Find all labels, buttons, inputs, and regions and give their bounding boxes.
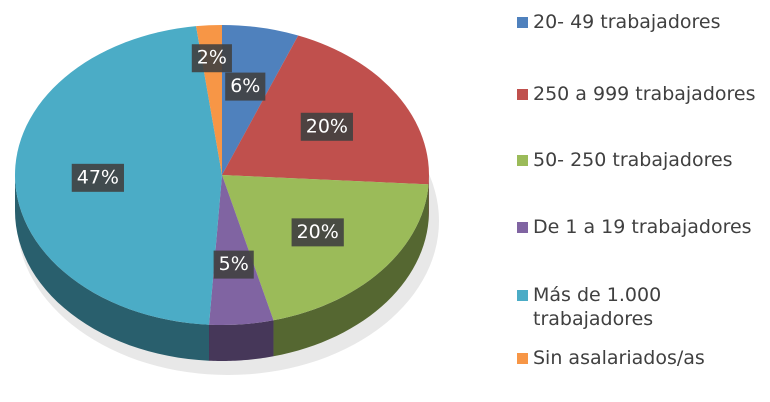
- legend-label: 20- 49 trabajadores: [533, 11, 721, 33]
- slice-side: [15, 175, 210, 361]
- pie-slice: [222, 35, 429, 185]
- data-label: 5%: [219, 253, 249, 275]
- legend-item: 250 a 999 trabajadores: [517, 82, 756, 106]
- data-label-box: [71, 163, 124, 192]
- data-label: 20%: [297, 221, 339, 243]
- legend-swatch: [517, 222, 528, 233]
- data-label: 47%: [77, 166, 119, 188]
- data-label-box: [225, 72, 266, 101]
- legend-swatch: [517, 353, 528, 364]
- legend-label: 250 a 999 trabajadores: [533, 83, 756, 105]
- legend-item: 50- 250 trabajadores: [517, 148, 733, 172]
- pie-slice: [209, 175, 274, 325]
- legend-swatch: [517, 17, 528, 28]
- data-label-box: [213, 250, 254, 279]
- legend-swatch: [517, 155, 528, 166]
- slice-side: [209, 320, 274, 361]
- slice-side: [273, 184, 429, 357]
- data-label-box: [300, 112, 353, 141]
- legend-swatch: [517, 89, 528, 100]
- legend-label: 50- 250 trabajadores: [533, 149, 733, 171]
- pie-slice: [222, 175, 429, 321]
- legend-item: De 1 a 19 trabajadores: [517, 215, 752, 239]
- data-label-box: [291, 218, 344, 247]
- data-label: 6%: [230, 75, 260, 97]
- data-label-box: [191, 44, 232, 73]
- legend-label: Más de 1.000 trabajadores: [533, 284, 662, 330]
- legend-swatch: [517, 290, 528, 301]
- legend-item: Más de 1.000 trabajadores: [517, 283, 683, 331]
- legend-label: De 1 a 19 trabajadores: [533, 216, 752, 238]
- data-label: 2%: [197, 47, 227, 69]
- legend-item: Sin asalariados/as: [517, 346, 705, 370]
- legend-label: Sin asalariados/as: [533, 347, 705, 369]
- data-label: 20%: [306, 115, 348, 137]
- legend-item: 20- 49 trabajadores: [517, 10, 721, 34]
